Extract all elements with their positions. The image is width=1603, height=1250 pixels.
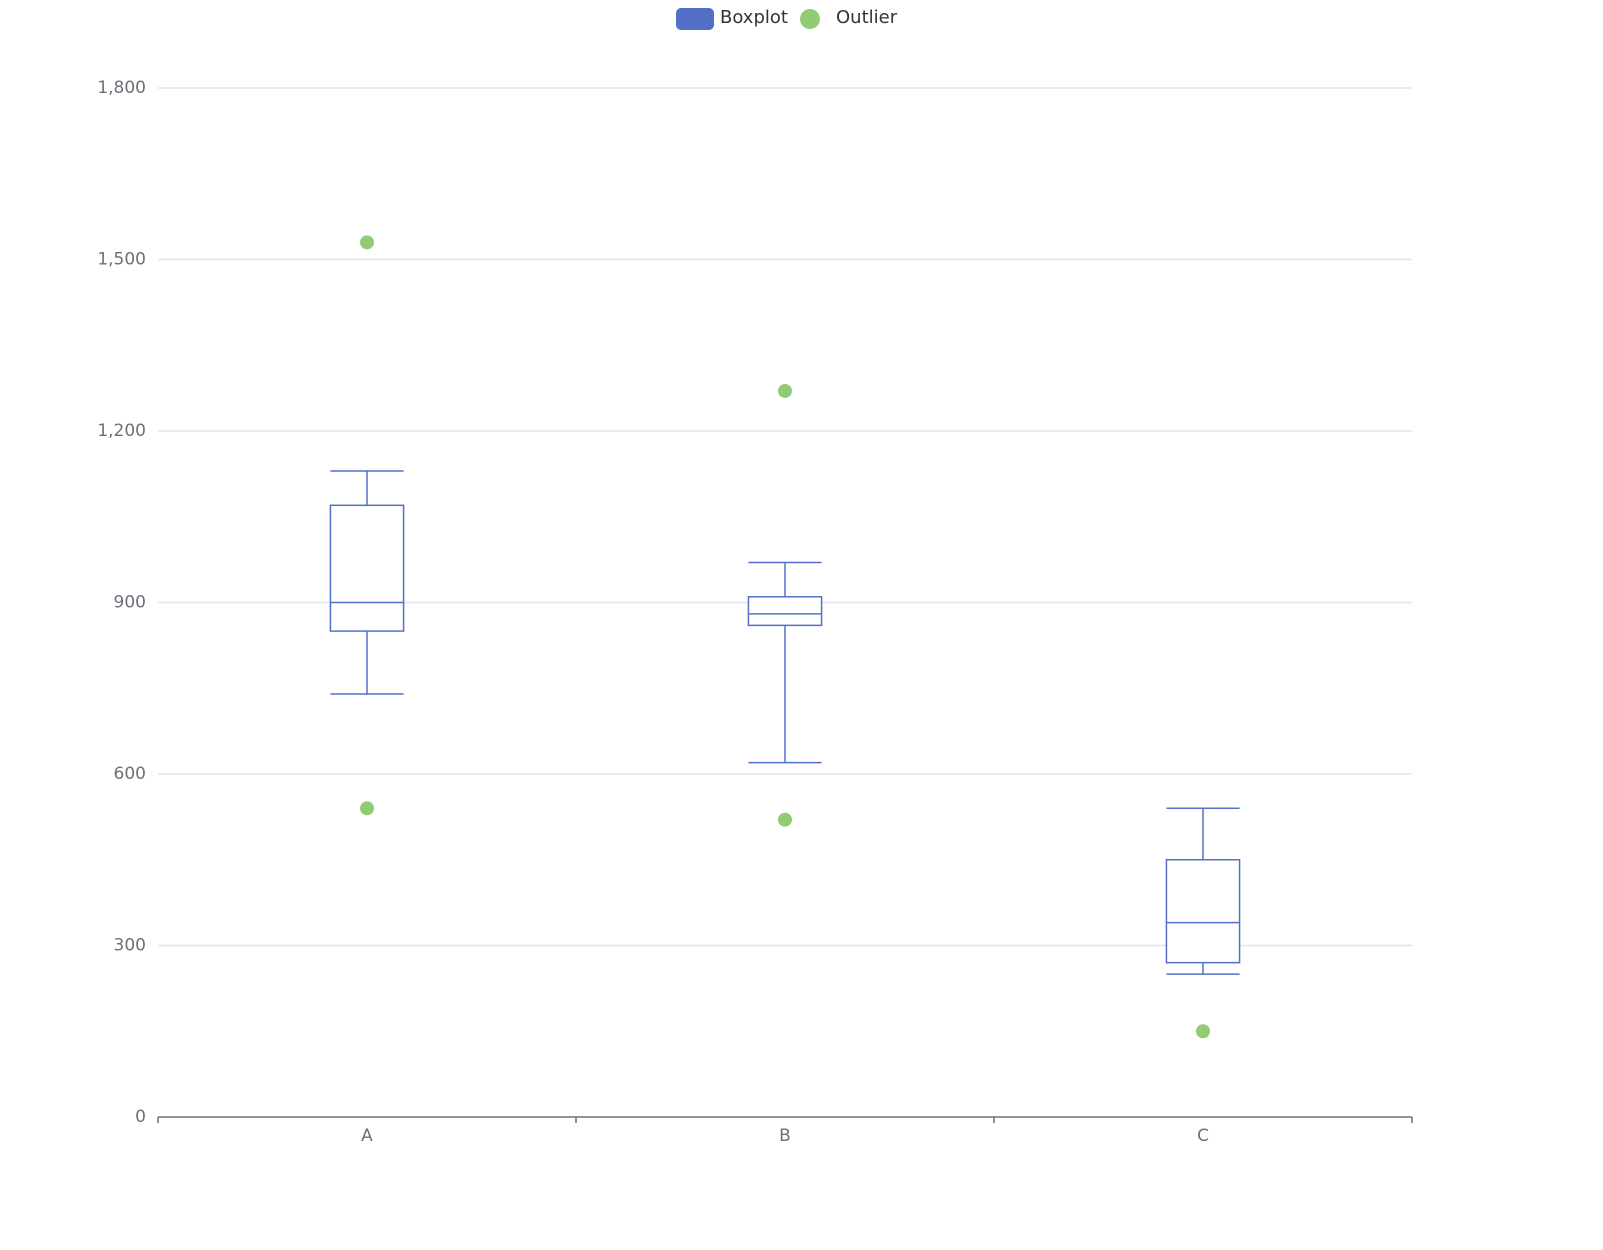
x-tick-label: A <box>361 1126 373 1146</box>
box <box>747 596 823 627</box>
legend-swatch <box>800 9 820 29</box>
outlier <box>778 812 792 827</box>
box <box>329 504 405 632</box>
whisker-high <box>748 561 822 597</box>
box <box>1165 859 1241 964</box>
outlier <box>360 235 374 250</box>
y-tick-label: 1,500 <box>97 250 146 270</box>
y-tick-label: 900 <box>114 593 146 613</box>
legend-swatch <box>676 8 714 30</box>
whisker-high <box>1166 807 1240 860</box>
x-tick-label: C <box>1197 1126 1209 1146</box>
whisker-low <box>330 631 404 695</box>
legend-label: Boxplot <box>720 7 788 28</box>
y-tick-label: 1,800 <box>97 78 146 98</box>
whisker-low <box>748 625 822 764</box>
outlier <box>360 801 374 816</box>
outlier <box>778 383 792 398</box>
y-tick-label: 1,200 <box>97 421 146 441</box>
y-tick-label: 600 <box>114 764 146 784</box>
outlier <box>1196 1024 1210 1039</box>
y-tick-label: 300 <box>114 936 146 956</box>
whisker-high <box>330 470 404 506</box>
x-tick-label: B <box>779 1126 791 1146</box>
y-tick-label: 0 <box>135 1107 146 1127</box>
whisker-low <box>1166 962 1240 975</box>
legend-label: Outlier <box>836 7 898 28</box>
